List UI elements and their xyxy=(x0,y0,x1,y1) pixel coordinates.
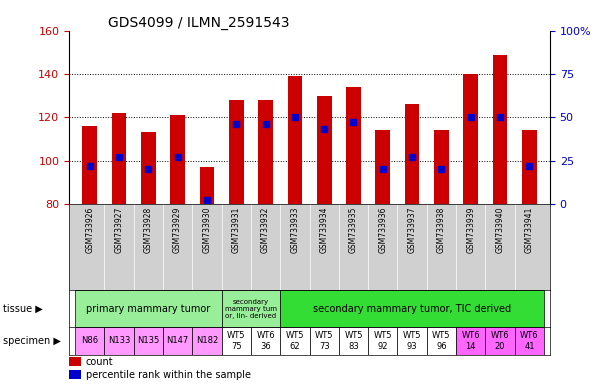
Text: GSM733936: GSM733936 xyxy=(378,206,387,253)
Bar xyxy=(75,327,105,355)
Bar xyxy=(222,290,280,327)
Bar xyxy=(346,87,361,204)
Text: GSM733939: GSM733939 xyxy=(466,206,475,253)
Bar xyxy=(222,327,251,355)
Text: WT5
75: WT5 75 xyxy=(227,331,245,351)
Text: GSM733940: GSM733940 xyxy=(496,206,505,253)
Bar xyxy=(258,100,273,204)
Text: GSM733930: GSM733930 xyxy=(203,206,212,253)
Text: secondary mammary tumor, TIC derived: secondary mammary tumor, TIC derived xyxy=(313,304,511,314)
Text: WT6
36: WT6 36 xyxy=(256,331,275,351)
Bar xyxy=(493,55,507,204)
Bar xyxy=(287,76,302,204)
Text: N133: N133 xyxy=(108,336,130,345)
Bar xyxy=(456,327,486,355)
Bar xyxy=(69,370,81,379)
Text: GSM733934: GSM733934 xyxy=(320,206,329,253)
Bar xyxy=(251,327,280,355)
Text: GSM733938: GSM733938 xyxy=(437,206,446,253)
Text: WT5
96: WT5 96 xyxy=(432,331,451,351)
Text: GSM733926: GSM733926 xyxy=(85,206,94,253)
Bar xyxy=(514,327,544,355)
Bar xyxy=(522,130,537,204)
Bar xyxy=(82,126,97,204)
Text: GSM733928: GSM733928 xyxy=(144,206,153,253)
Bar xyxy=(229,100,243,204)
Bar xyxy=(192,327,222,355)
Bar xyxy=(105,327,133,355)
Text: WT6
41: WT6 41 xyxy=(520,331,538,351)
Bar xyxy=(486,327,514,355)
Text: secondary
mammary tum
or, lin- derived: secondary mammary tum or, lin- derived xyxy=(225,299,277,319)
Bar xyxy=(339,327,368,355)
Bar xyxy=(397,327,427,355)
Text: GSM733929: GSM733929 xyxy=(173,206,182,253)
Bar xyxy=(280,290,544,327)
Text: WT5
73: WT5 73 xyxy=(315,331,334,351)
Bar xyxy=(200,167,214,204)
Bar xyxy=(133,327,163,355)
Text: primary mammary tumor: primary mammary tumor xyxy=(86,304,210,314)
Text: count: count xyxy=(86,357,114,367)
Bar xyxy=(170,115,185,204)
Text: WT5
93: WT5 93 xyxy=(403,331,421,351)
Bar xyxy=(405,104,419,204)
Text: specimen ▶: specimen ▶ xyxy=(3,336,61,346)
Bar xyxy=(112,113,126,204)
Text: GSM733937: GSM733937 xyxy=(407,206,416,253)
Text: GSM733932: GSM733932 xyxy=(261,206,270,253)
Text: GSM733935: GSM733935 xyxy=(349,206,358,253)
Bar xyxy=(368,327,397,355)
Text: GSM733931: GSM733931 xyxy=(232,206,241,253)
Bar xyxy=(75,290,222,327)
Text: WT5
62: WT5 62 xyxy=(285,331,304,351)
Bar xyxy=(141,132,156,204)
Bar xyxy=(317,96,332,204)
Text: N86: N86 xyxy=(81,336,98,345)
Bar xyxy=(163,327,192,355)
Bar xyxy=(427,327,456,355)
Text: N147: N147 xyxy=(166,336,189,345)
Text: N182: N182 xyxy=(196,336,218,345)
Bar xyxy=(463,74,478,204)
Text: GSM733941: GSM733941 xyxy=(525,206,534,253)
Text: WT6
14: WT6 14 xyxy=(462,331,480,351)
Bar xyxy=(310,327,339,355)
Text: WT5
92: WT5 92 xyxy=(374,331,392,351)
Bar xyxy=(69,358,81,366)
Text: GDS4099 / ILMN_2591543: GDS4099 / ILMN_2591543 xyxy=(108,16,289,30)
Text: N135: N135 xyxy=(137,336,159,345)
Text: percentile rank within the sample: percentile rank within the sample xyxy=(86,369,251,380)
Text: WT6
20: WT6 20 xyxy=(491,331,510,351)
Bar xyxy=(376,130,390,204)
Text: GSM733933: GSM733933 xyxy=(290,206,299,253)
Bar xyxy=(280,327,310,355)
Text: WT5
83: WT5 83 xyxy=(344,331,363,351)
Text: tissue ▶: tissue ▶ xyxy=(3,304,43,314)
Bar xyxy=(434,130,449,204)
Text: GSM733927: GSM733927 xyxy=(114,206,123,253)
